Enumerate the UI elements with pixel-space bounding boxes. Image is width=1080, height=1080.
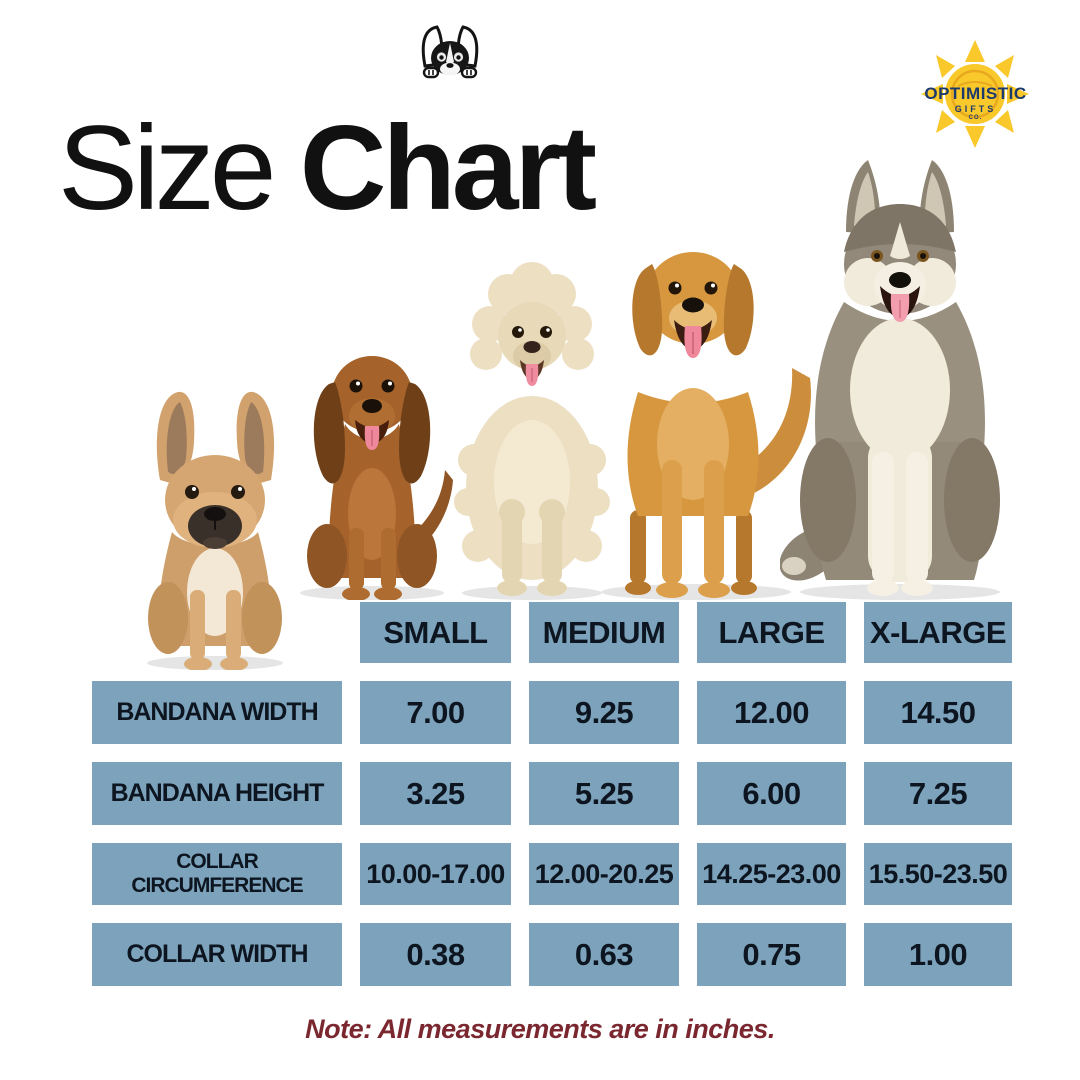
table-cell: 9.25 (529, 681, 679, 744)
column-header-small: SMALL (360, 602, 511, 663)
table-cell: 14.25-23.00 (697, 843, 846, 905)
title-word-chart: Chart (299, 101, 597, 236)
logo-brand-name: OPTIMISTIC (924, 84, 1027, 103)
title-word-size: Size (58, 101, 276, 236)
sun-icon (921, 40, 1029, 148)
column-header-medium: MEDIUM (529, 602, 679, 663)
dachshund-image (300, 356, 453, 600)
husky-image (780, 160, 1000, 600)
measurements-note: Note: All measurements are in inches. (305, 1014, 775, 1044)
table-corner-spacer (92, 602, 342, 663)
row-label-collar-circumference: COLLAR CIRCUMFERENCE (92, 843, 342, 905)
table-cell: 14.50 (864, 681, 1012, 744)
french-bulldog-image (147, 391, 283, 670)
table-cell: 6.00 (697, 762, 846, 825)
row-label-collar-width: COLLAR WIDTH (92, 923, 342, 986)
page-title: Size Chart (58, 108, 597, 228)
table-cell: 0.38 (360, 923, 511, 986)
table-cell: 0.75 (697, 923, 846, 986)
row-label-bandana-height: BANDANA HEIGHT (92, 762, 342, 825)
golden-retriever-image (601, 252, 811, 600)
logo-gifts-label: GIFTS (954, 104, 997, 114)
column-header-x-large: X-LARGE (864, 602, 1012, 663)
table-cell: 7.00 (360, 681, 511, 744)
row-label-bandana-width: BANDANA WIDTH (92, 681, 342, 744)
logo-co-label: CO. (968, 115, 983, 121)
poodle-image (454, 262, 610, 600)
french-bulldog-peeking-icon (421, 25, 479, 79)
size-table: SMALL MEDIUM LARGE X-LARGE BANDANA WIDTH… (92, 602, 1012, 986)
table-cell: 12.00-20.25 (529, 843, 679, 905)
table-cell: 3.25 (360, 762, 511, 825)
table-cell: 0.63 (529, 923, 679, 986)
table-cell: 7.25 (864, 762, 1012, 825)
column-header-large: LARGE (697, 602, 846, 663)
table-cell: 10.00-17.00 (360, 843, 511, 905)
table-cell: 12.00 (697, 681, 846, 744)
table-cell: 1.00 (864, 923, 1012, 986)
table-cell: 15.50-23.50 (864, 843, 1012, 905)
brand-logo: OPTIMISTIC GIFTS CO. (903, 38, 1048, 150)
table-cell: 5.25 (529, 762, 679, 825)
